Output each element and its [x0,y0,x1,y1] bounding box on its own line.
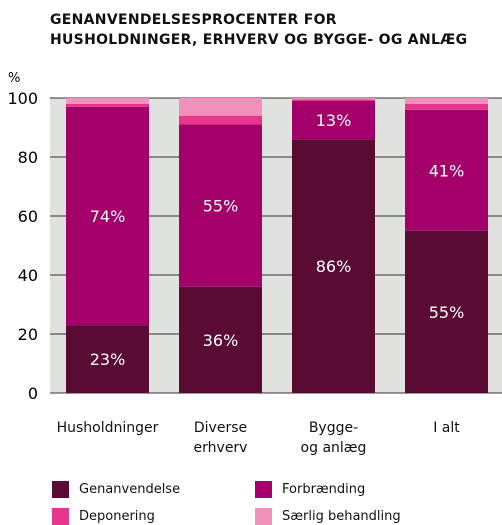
legend-label: Forbrænding [282,482,366,497]
bar-segment [405,230,488,393]
value-label: 13% [316,111,352,130]
bar-segment [405,109,488,231]
bar-segment [66,98,149,104]
legend-swatch [52,481,69,498]
legend-label: Særlig behandling [282,509,401,524]
bar-segment [179,98,262,116]
legend-item: Forbrænding [255,481,365,498]
bar-segment [292,99,375,101]
y-tick-label: 60 [18,207,38,226]
value-label: 86% [316,257,352,276]
y-tick-label: 80 [18,148,38,167]
bar-segment [179,286,262,393]
legend-label: Genanvendelse [79,482,181,497]
value-label: 23% [90,350,126,369]
value-label: 41% [429,161,465,180]
x-tick-label: Bygge- og anlæg [300,420,367,456]
x-tick-label: Husholdninger [56,420,159,436]
y-tick-label: 0 [28,384,38,403]
legend-swatch [52,508,69,525]
bar-segment [292,98,375,100]
chart-title: GENANVENDELSESPROCENTER FOR HUSHOLDNINGE… [50,12,468,48]
value-label: 36% [203,331,239,350]
value-label: 55% [429,303,465,322]
y-tick-label: 20 [18,325,38,344]
y-tick-label: 40 [18,266,38,285]
x-tick-label: I alt [433,420,460,436]
bar-segment [66,325,149,393]
y-axis-label: % [8,71,20,86]
legend-label: Deponering [79,509,155,524]
bar-segment [179,115,262,125]
legend-item: Særlig behandling [255,508,401,525]
legend-item: Deponering [52,508,155,525]
chart: % 0 20 40 60 80 100 23% 74% 36% 55% 86% 13% 55% 41% [7,71,502,403]
value-label: 74% [90,207,126,226]
bar-segment [405,103,488,110]
bar-segment [66,103,149,107]
bar-segment [179,124,262,287]
y-tick-label: 100 [7,89,38,108]
x-tick-label: Diverse erhverv [193,420,248,456]
bar-segment [292,139,375,393]
legend-swatch [255,481,272,498]
value-label: 55% [203,197,239,216]
legend-swatch [255,508,272,525]
legend-item: Genanvendelse [52,481,180,498]
bar-segment [405,98,488,104]
bar-segment [292,100,375,140]
bar-segment [66,106,149,326]
